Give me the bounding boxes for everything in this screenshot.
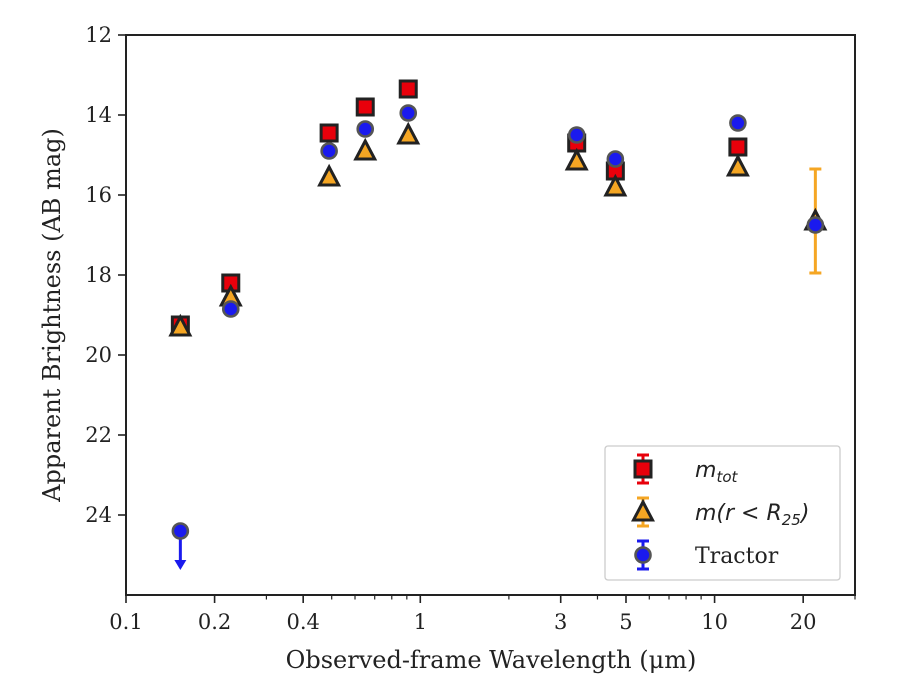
y-tick-label: 20 [85,343,112,367]
triangle-marker [353,137,378,161]
triangle-marker [603,173,628,197]
legend-box [604,445,841,581]
x-axis: 0.1 0.2 0.4 1 3 5 10 20 [109,595,856,634]
y-axis: 12 14 16 18 20 22 24 [85,23,126,527]
circle-marker [729,114,747,132]
series-2 [171,104,825,570]
circle-marker [567,126,586,144]
legend-triangle-marker [631,498,655,522]
x-tick-label: 20 [790,610,817,634]
square-marker [319,123,339,143]
x-tick-label: 0.4 [286,610,319,634]
circle-marker [171,522,190,540]
triangle-marker [396,121,421,145]
plot-frame [125,34,856,596]
x-tick-label: 0.2 [198,610,231,634]
x-axis-title: Observed-frame Wavelength (μm) [286,646,697,674]
triangle-marker [168,313,193,337]
x-tick-label: 0.1 [109,610,142,634]
x-tick-label: 1 [414,610,427,634]
square-marker [728,137,748,157]
series-0 [170,79,748,335]
x-tick-label: 3 [554,610,567,634]
square-marker [398,79,418,99]
square-marker [355,97,375,117]
x-tick-label: 10 [701,610,728,634]
y-axis-title: Apparent Brightness (AB mag) [38,128,66,503]
circle-marker [399,104,418,122]
circle-marker [356,120,375,138]
y-tick-label: 12 [85,23,112,47]
y-tick-label: 16 [85,183,112,207]
plot-area [125,34,856,596]
upper-limit-arrowhead [174,560,187,570]
circle-marker [221,300,240,318]
y-tick-label: 24 [85,503,112,527]
circle-marker [806,216,825,234]
triangle-marker [564,147,589,171]
y-tick-label: 18 [85,263,112,287]
y-tick-label: 14 [85,103,112,127]
circle-marker [320,142,338,160]
x-tick-label: 5 [619,610,632,634]
legend-label: Tractor [695,544,779,569]
legend-entry-2: Tractor [634,539,779,571]
circle-marker [606,150,625,168]
legend-square-marker [633,459,653,479]
legend-circle-marker [634,546,652,564]
triangle-marker [317,163,342,187]
triangle-marker [725,153,750,177]
y-tick-label: 22 [85,423,112,447]
